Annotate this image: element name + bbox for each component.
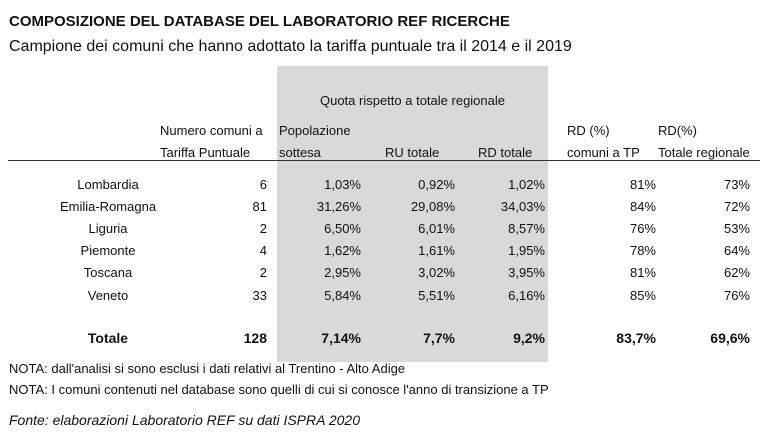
cell: 3,95% xyxy=(508,265,545,280)
cell: 33 xyxy=(252,288,267,303)
source: Fonte: elaborazioni Laboratorio REF su d… xyxy=(9,412,360,428)
cell: 8,57% xyxy=(508,221,545,236)
cell: 76% xyxy=(629,221,656,236)
column-header: Tariffa Puntuale xyxy=(160,145,251,160)
subtitle: Campione dei comuni che hanno adottato l… xyxy=(9,38,572,55)
notes: NOTA: I comuni contenuti nel database so… xyxy=(9,382,549,397)
cell: 9,2% xyxy=(513,330,545,346)
cell: 3,02% xyxy=(418,265,455,280)
cell: 5,84% xyxy=(324,288,361,303)
cell: 69,6% xyxy=(710,330,750,346)
cell: 6,50% xyxy=(324,221,361,236)
column-header: Totale regionale xyxy=(658,145,750,160)
cell: 31,26% xyxy=(316,199,361,214)
column-header: RD totale xyxy=(478,145,533,160)
column-header: Numero comuni a xyxy=(160,123,263,138)
row-label: Veneto xyxy=(87,288,129,303)
shade xyxy=(277,66,548,362)
cell: 6,16% xyxy=(508,288,545,303)
cell: 1,61% xyxy=(418,243,455,258)
row-label: Liguria xyxy=(88,221,128,236)
cell: 64% xyxy=(723,243,750,258)
cell: 62% xyxy=(723,265,750,280)
cell: 73% xyxy=(723,177,750,192)
notes: NOTA: dall'analisi si sono esclusi i dat… xyxy=(9,361,406,376)
cell: 1,02% xyxy=(508,177,545,192)
column-header: RU totale xyxy=(385,145,440,160)
cell: 2 xyxy=(259,265,267,280)
cell: 78% xyxy=(629,243,656,258)
cell: 84% xyxy=(629,199,656,214)
row-label: Lombardia xyxy=(77,177,139,192)
row-label: Emilia-Romagna xyxy=(59,199,157,214)
cell: 83,7% xyxy=(616,330,656,346)
cell: 85% xyxy=(629,288,656,303)
column-header: sottesa xyxy=(279,145,321,160)
cell: 1,95% xyxy=(508,243,545,258)
cell: 128 xyxy=(243,330,267,346)
cell: 6 xyxy=(259,177,267,192)
cell: 81% xyxy=(629,177,656,192)
column-header: RD(%) xyxy=(658,123,697,138)
cell: 72% xyxy=(723,199,750,214)
cell: 5,51% xyxy=(418,288,455,303)
cell: 2,95% xyxy=(324,265,361,280)
column-header: Popolazione xyxy=(279,123,351,138)
cell: 1,62% xyxy=(324,243,361,258)
cell: 6,01% xyxy=(418,221,455,236)
cell: 81% xyxy=(629,265,656,280)
row-label: Toscana xyxy=(83,265,133,280)
cell: 4 xyxy=(259,243,267,258)
cell: 7,7% xyxy=(423,330,455,346)
cell: 0,92% xyxy=(418,177,455,192)
cell: 2 xyxy=(259,221,267,236)
cell: 81 xyxy=(252,199,267,214)
group-header: Quota rispetto a totale regionale xyxy=(319,93,505,108)
row-label: Piemonte xyxy=(80,243,136,258)
total-label: Totale xyxy=(87,330,129,346)
title: COMPOSIZIONE DEL DATABASE DEL LABORATORI… xyxy=(9,13,510,30)
column-header: RD (%) xyxy=(567,123,610,138)
cell: 1,03% xyxy=(324,177,361,192)
cell: 34,03% xyxy=(500,199,545,214)
cell: 29,08% xyxy=(410,199,455,214)
cell: 53% xyxy=(723,221,750,236)
cell: 76% xyxy=(723,288,750,303)
header-rule xyxy=(8,160,760,161)
column-header: comuni a TP xyxy=(567,145,640,160)
cell: 7,14% xyxy=(321,330,361,346)
